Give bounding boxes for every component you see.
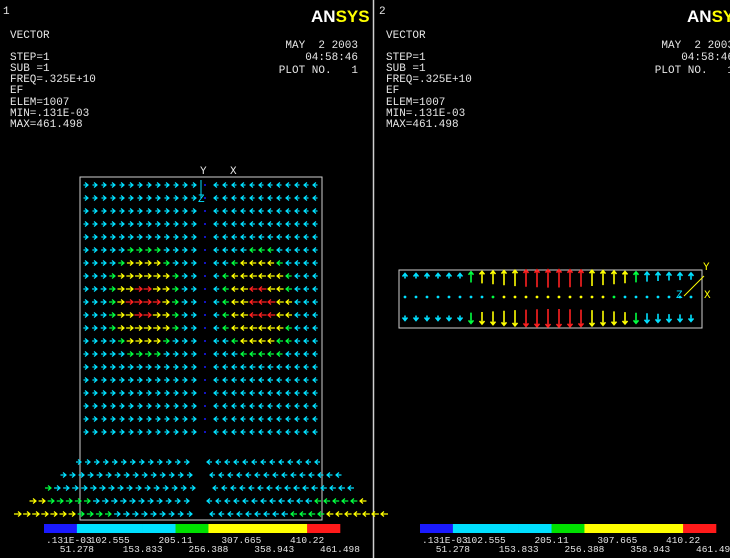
field-dot: [569, 296, 572, 299]
field-dot: [415, 296, 418, 299]
field-dot: [204, 301, 206, 303]
axis-label: X: [230, 166, 237, 178]
legend-label: 358.943: [254, 544, 294, 555]
field-dot: [547, 296, 550, 299]
legend-band: [77, 524, 110, 533]
field-dot: [426, 296, 429, 299]
legend-band: [519, 524, 552, 533]
legend-band: [683, 524, 716, 533]
field-dot: [635, 296, 638, 299]
field-dot: [204, 340, 206, 342]
field-dot: [204, 223, 206, 225]
legend-band: [274, 524, 307, 533]
field-dot: [437, 296, 440, 299]
field-dot: [204, 210, 206, 212]
field-dot: [448, 296, 451, 299]
legend-band: [486, 524, 519, 533]
field-dot: [204, 236, 206, 238]
axis-label: X: [704, 290, 711, 302]
info-line: VECTOR: [386, 30, 426, 42]
field-dot: [657, 296, 660, 299]
field-dot: [204, 288, 206, 290]
ansys-logo: ANSYS: [687, 7, 730, 26]
field-dot: [690, 296, 693, 299]
legend-band: [241, 524, 274, 533]
logo-an: AN: [311, 7, 336, 26]
field-dot: [613, 296, 616, 299]
date: MAY 2 2003: [661, 40, 730, 52]
field-dot: [525, 296, 528, 299]
field-dot: [668, 296, 671, 299]
field-dot: [204, 262, 206, 264]
field-dot: [204, 197, 206, 199]
field-dot: [624, 296, 627, 299]
field-dot: [204, 392, 206, 394]
legend-band: [307, 524, 340, 533]
legend-band: [110, 524, 143, 533]
field-dot: [404, 296, 407, 299]
info-line: MAX=461.498: [386, 119, 459, 131]
axis-label: Z: [198, 194, 205, 206]
ansys-screen: 1ANSYSVECTORSTEP=1SUB =1FREQ=.325E+10EFE…: [0, 0, 730, 558]
legend-label: 153.833: [123, 544, 163, 555]
field-dot: [204, 249, 206, 251]
date: MAY 2 2003: [285, 40, 358, 52]
axis-label: Y: [200, 166, 207, 178]
legend-band: [584, 524, 617, 533]
plot-number: PLOT NO. 1: [279, 65, 359, 77]
field-dot: [204, 431, 206, 433]
field-dot: [536, 296, 539, 299]
time: 04:58:46: [305, 52, 358, 64]
field-dot: [503, 296, 506, 299]
legend-band: [420, 524, 453, 533]
logo-sys: SYS: [336, 7, 370, 26]
field-dot: [204, 353, 206, 355]
field-dot: [591, 296, 594, 299]
info-line: EF: [10, 85, 23, 97]
time: 04:58:46: [681, 52, 730, 64]
field-dot: [646, 296, 649, 299]
field-dot: [204, 327, 206, 329]
field-dot: [204, 366, 206, 368]
field-dot: [602, 296, 605, 299]
legend-band: [453, 524, 486, 533]
field-dot: [204, 405, 206, 407]
plot-number: PLOT NO. 1: [655, 65, 730, 77]
legend-band: [176, 524, 209, 533]
field-dot: [558, 296, 561, 299]
field-dot: [470, 296, 473, 299]
legend-band: [617, 524, 650, 533]
axis-label: Y: [703, 262, 710, 274]
logo-an: AN: [687, 7, 712, 26]
ansys-logo: ANSYS: [311, 7, 370, 26]
logo-sys: SYS: [712, 7, 730, 26]
info-line: MAX=461.498: [10, 119, 83, 131]
field-dot: [481, 296, 484, 299]
field-dot: [204, 314, 206, 316]
field-dot: [204, 379, 206, 381]
field-dot: [580, 296, 583, 299]
legend-band: [650, 524, 683, 533]
info-line: EF: [386, 85, 399, 97]
field-dot: [679, 296, 682, 299]
legend-band: [44, 524, 77, 533]
field-dot: [459, 296, 462, 299]
legend-label: 461.498: [320, 544, 360, 555]
field-dot: [204, 275, 206, 277]
field-dot: [204, 418, 206, 420]
field-dot: [492, 296, 495, 299]
legend-band: [208, 524, 241, 533]
info-line: VECTOR: [10, 30, 50, 42]
field-dot: [514, 296, 517, 299]
legend-band: [143, 524, 176, 533]
legend-label: 153.833: [499, 544, 539, 555]
legend-band: [552, 524, 585, 533]
legend-label: 461.498: [696, 544, 730, 555]
panel-number: 2: [379, 6, 386, 18]
panel-number: 1: [3, 6, 10, 18]
legend-label: 358.943: [630, 544, 670, 555]
field-dot: [204, 184, 206, 186]
